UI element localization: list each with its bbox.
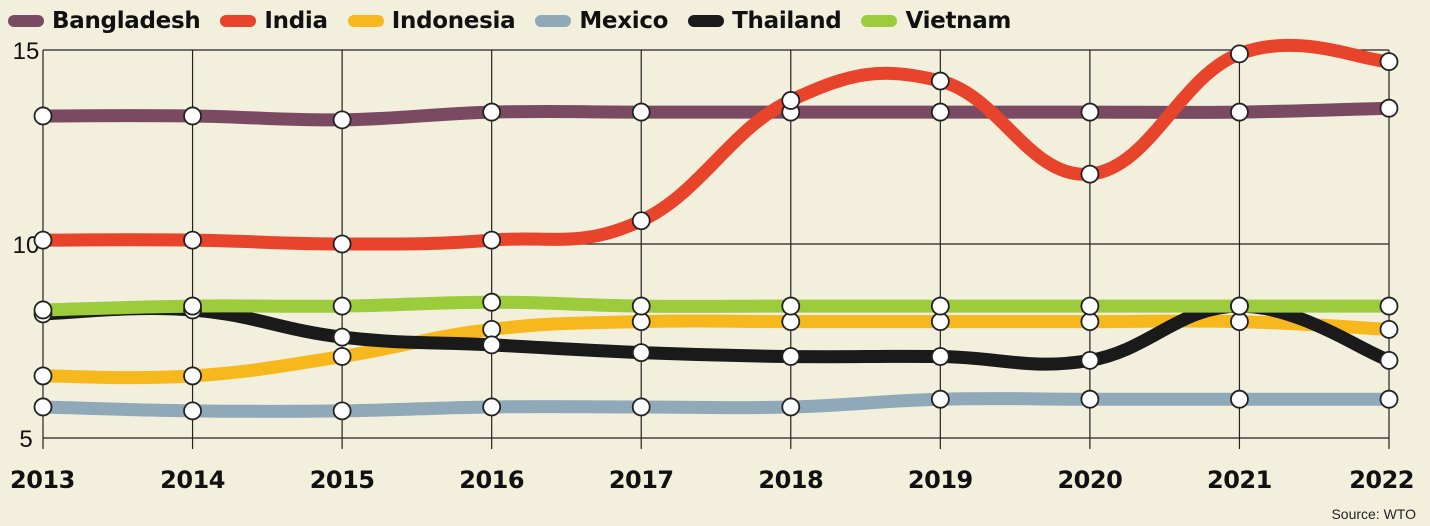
data-point-bangladesh	[1230, 102, 1249, 122]
legend-label: India	[264, 8, 328, 34]
data-point-indonesia	[781, 312, 801, 332]
x-tick-label: 2017	[609, 466, 674, 494]
data-point-mexico	[1379, 389, 1399, 409]
y-tick-label: 15	[13, 38, 40, 65]
data-point-vietnam	[332, 296, 352, 316]
legend-swatch	[347, 15, 384, 27]
x-tick-label: 2019	[908, 466, 973, 494]
data-point-indonesia	[482, 319, 502, 339]
data-point-bangladesh	[183, 106, 202, 126]
data-point-mexico	[631, 397, 651, 417]
x-tick-label: 2014	[160, 466, 225, 494]
legend-swatch	[688, 15, 725, 27]
data-point-mexico	[33, 397, 53, 417]
data-point-bangladesh	[1379, 98, 1399, 118]
y-tick-label: 5	[19, 426, 32, 453]
legend-label: Vietnam	[905, 8, 1012, 34]
legend-label: Bangladesh	[52, 8, 201, 34]
data-point-india	[1080, 164, 1100, 184]
legend-item-bangladesh: Bangladesh	[8, 8, 201, 34]
data-point-thailand	[781, 347, 801, 366]
data-point-india	[183, 230, 202, 250]
data-point-mexico	[1080, 389, 1100, 409]
series-line-indonesia	[36, 314, 1396, 385]
x-tick-label: 2015	[310, 466, 375, 494]
legend-item-vietnam: Vietnam	[861, 8, 1011, 34]
data-point-indonesia	[1080, 312, 1100, 332]
data-point-bangladesh	[33, 106, 53, 126]
data-point-indonesia	[1230, 312, 1249, 332]
series-line-bangladesh	[36, 101, 1396, 127]
x-tick-label: 2018	[758, 466, 823, 494]
data-point-vietnam	[930, 296, 950, 316]
data-point-vietnam	[631, 296, 651, 316]
x-tick-label: 2020	[1057, 466, 1122, 494]
data-point-indonesia	[1379, 319, 1399, 339]
data-point-thailand	[482, 335, 502, 355]
legend-swatch	[535, 15, 572, 27]
data-point-thailand	[1379, 350, 1399, 370]
data-point-bangladesh	[332, 110, 352, 130]
legend: Bangladesh India Indonesia Mexico Thailand Vi…	[8, 4, 1031, 38]
data-point-thailand	[930, 347, 950, 366]
series-line-vietnam	[36, 295, 1396, 317]
data-point-india	[781, 91, 801, 110]
data-point-india	[1230, 44, 1249, 64]
series-line-mexico	[36, 392, 1396, 418]
legend-item-thailand: Thailand	[688, 8, 842, 34]
data-point-bangladesh	[1080, 102, 1100, 122]
x-tick-label: 2013	[10, 466, 75, 494]
data-point-vietnam	[183, 296, 202, 316]
data-point-indonesia	[183, 366, 202, 386]
data-point-vietnam	[1080, 296, 1100, 316]
data-point-india	[33, 230, 53, 250]
legend-swatch	[8, 15, 44, 27]
data-point-thailand	[332, 327, 352, 347]
x-tick-label: 2022	[1349, 466, 1414, 494]
data-point-vietnam	[33, 300, 53, 320]
x-tick-label: 2016	[459, 466, 524, 494]
data-point-india	[332, 234, 352, 254]
legend-swatch	[861, 15, 898, 27]
data-point-mexico	[482, 397, 502, 417]
data-point-mexico	[930, 389, 950, 409]
data-point-thailand	[631, 343, 651, 363]
legend-label: Indonesia	[391, 8, 516, 34]
data-point-indonesia	[332, 347, 352, 366]
source-note: Source: WTO	[1331, 506, 1416, 522]
series-line-india	[36, 38, 1396, 251]
data-point-vietnam	[1379, 296, 1399, 316]
data-point-indonesia	[33, 366, 53, 386]
data-point-india	[930, 71, 950, 91]
series-line-thailand	[36, 299, 1396, 371]
data-point-mexico	[332, 401, 352, 421]
data-point-india	[631, 211, 651, 231]
data-point-bangladesh	[482, 102, 502, 122]
legend-label: Thailand	[732, 8, 842, 34]
legend-swatch	[220, 15, 257, 27]
legend-item-mexico: Mexico	[535, 8, 668, 34]
data-point-thailand	[1080, 350, 1100, 370]
x-tick-label: 2021	[1207, 466, 1272, 494]
legend-item-indonesia: Indonesia	[347, 8, 516, 34]
data-point-bangladesh	[631, 102, 651, 122]
data-point-mexico	[781, 397, 801, 417]
data-point-mexico	[1230, 389, 1249, 409]
data-point-vietnam	[482, 292, 502, 312]
data-point-vietnam	[781, 296, 801, 316]
data-point-india	[1379, 52, 1399, 72]
legend-label: Mexico	[579, 8, 669, 34]
data-point-mexico	[183, 401, 202, 421]
data-point-vietnam	[1230, 296, 1249, 316]
legend-item-india: India	[220, 8, 328, 34]
data-point-indonesia	[930, 312, 950, 332]
data-point-bangladesh	[930, 102, 950, 122]
data-point-indonesia	[631, 312, 651, 332]
data-point-india	[482, 230, 502, 250]
